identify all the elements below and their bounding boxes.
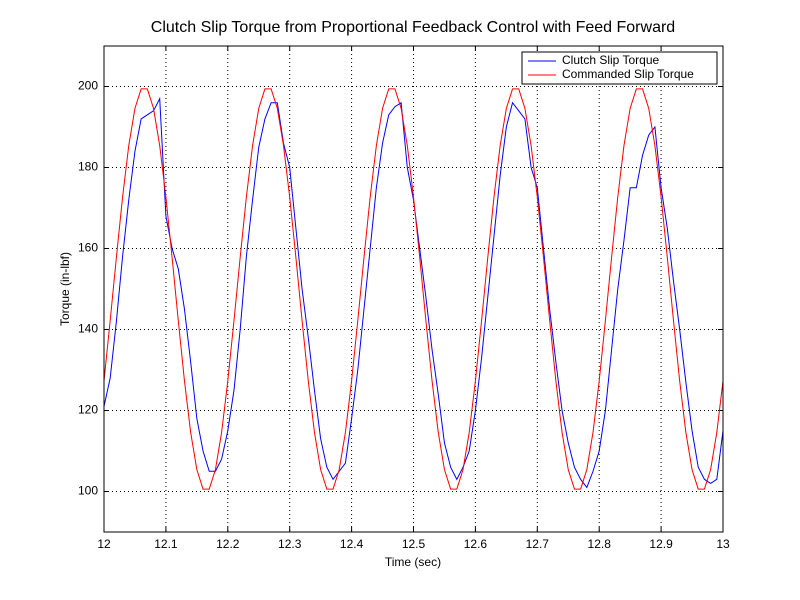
y-axis-label: Torque (in-lbf)	[58, 252, 72, 326]
series-line	[103, 88, 724, 490]
x-tick-label: 12.4	[340, 537, 364, 551]
x-tick-label: 12.1	[154, 537, 178, 551]
legend-label: Commanded Slip Torque	[562, 67, 694, 81]
legend-label: Clutch Slip Torque	[562, 53, 659, 67]
plot-area	[104, 46, 723, 532]
x-tick-label: 12.2	[216, 537, 240, 551]
y-tick-label: 120	[78, 403, 98, 417]
legend-box	[521, 51, 718, 85]
x-tick-label: 12.7	[526, 537, 550, 551]
x-tick-label: 12.8	[588, 537, 612, 551]
x-tick-label: 12.6	[464, 537, 488, 551]
x-tick-label: 12.3	[278, 537, 302, 551]
x-tick-label: 12.9	[649, 537, 673, 551]
x-axis-label: Time (sec)	[385, 555, 441, 569]
x-tick-label: 12	[97, 537, 111, 551]
y-tick-label: 200	[78, 79, 98, 93]
x-tick-label: 12.5	[402, 537, 426, 551]
chart-title: Clutch Slip Torque from Proportional Fee…	[151, 19, 675, 36]
y-tick-label: 180	[78, 160, 98, 174]
x-tick-label: 13	[716, 537, 730, 551]
axes-box	[103, 45, 724, 533]
y-tick-label: 160	[78, 241, 98, 255]
y-tick-label: 100	[78, 484, 98, 498]
y-tick-label: 140	[78, 322, 98, 336]
